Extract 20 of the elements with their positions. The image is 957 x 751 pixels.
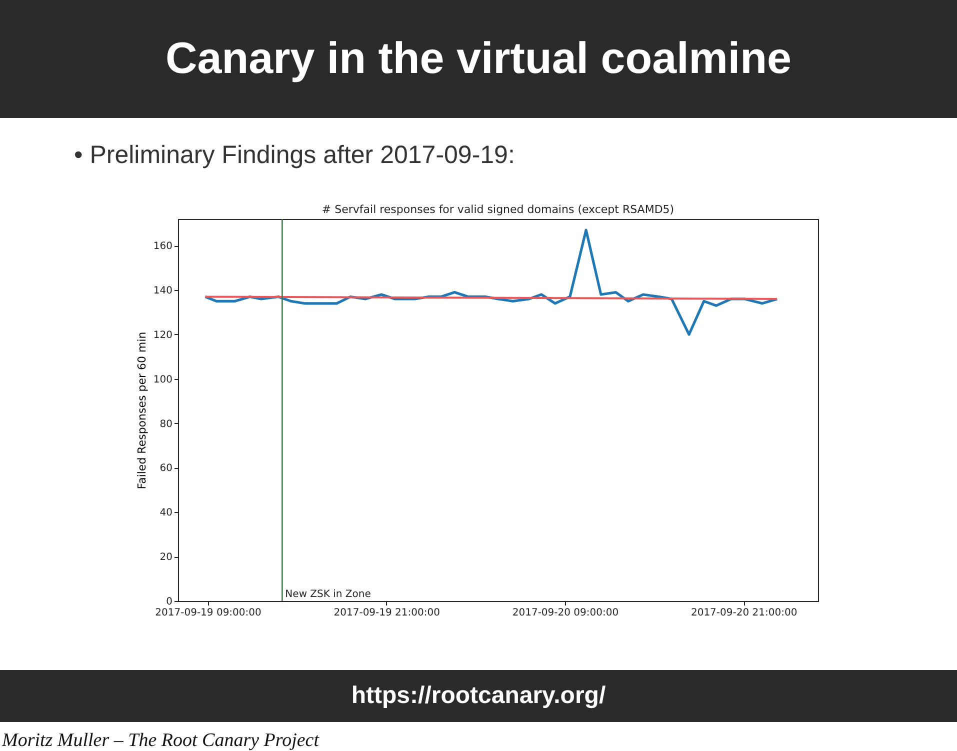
y-tick-label: 160 xyxy=(153,241,172,252)
x-tick-label: 2017-09-19 09:00:00 xyxy=(155,608,262,618)
y-tick-label: 60 xyxy=(160,463,172,474)
y-tick-label: 20 xyxy=(160,552,172,564)
text: Moritz Muller – The Root Canary Project xyxy=(1,730,320,751)
chart-title: Canary in the virtual coalmine xyxy=(166,34,792,83)
y-tick-label: 100 xyxy=(153,374,172,386)
text: https://rootcanary.org/ xyxy=(351,682,606,709)
x-tick-label: 2017-09-19 21:00:00 xyxy=(334,608,440,618)
y-tick-label: 120 xyxy=(153,330,172,341)
x-tick-label: 2017-09-20 21:00:00 xyxy=(690,608,798,618)
y-axis-title: Failed Responses per 60 min xyxy=(135,332,148,490)
y-tick-label: 40 xyxy=(160,508,172,519)
chart-subtitle: • Preliminary Findings after 2017-09-19: xyxy=(74,141,515,169)
y-tick-label: 0 xyxy=(166,596,172,608)
y-tick-label: 80 xyxy=(160,418,172,430)
ref-line-label: New ZSK in Zone xyxy=(285,589,371,600)
y-tick-label: 140 xyxy=(153,286,172,297)
x-tick-label: 2017-09-20 09:00:00 xyxy=(512,608,619,618)
text: # Servfail responses for valid signed domains (except RSAMD5) xyxy=(322,203,674,216)
